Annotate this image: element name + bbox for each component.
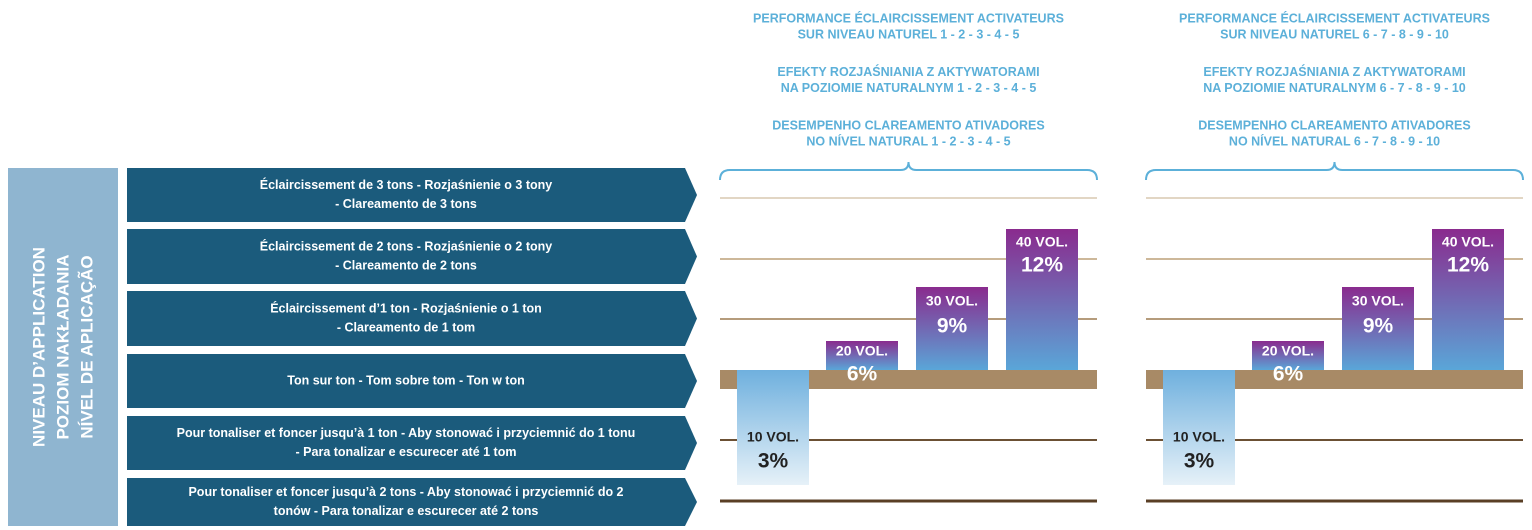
bar-pct: 6% <box>847 363 878 386</box>
side-label: NIVEAU D’APPLICATION <box>29 247 48 447</box>
bar-pct: 3% <box>1184 450 1215 473</box>
panel-header: DESEMPENHO CLAREAMENTO ATIVADORES <box>1198 118 1470 132</box>
bar-pct: 3% <box>758 450 789 473</box>
bar-vol: 40 VOL. <box>1442 234 1494 250</box>
row-text: - Clareamento de 2 tons <box>335 258 477 272</box>
bar <box>1252 341 1324 370</box>
bar <box>1163 370 1235 485</box>
bar-vol: 30 VOL. <box>1352 293 1404 309</box>
panel-header: NO NÍVEL NATURAL 1 - 2 - 3 - 4 - 5 <box>806 133 1010 148</box>
panel-header: NO NÍVEL NATURAL 6 - 7 - 8 - 9 - 10 <box>1229 133 1440 148</box>
bar-vol: 30 VOL. <box>926 293 978 309</box>
bar-pct: 12% <box>1021 254 1063 277</box>
row-text: tonów - Para tonalizar e escurecer até 2… <box>274 504 539 518</box>
row-text: Éclaircissement d’1 ton - Rozjaśnienie o… <box>270 300 542 315</box>
row-text: Ton sur ton - Tom sobre tom - Ton w ton <box>287 373 524 387</box>
side-label: POZIOM NAKŁADANIA <box>53 254 72 439</box>
panel-header: PERFORMANCE ÉCLAIRCISSEMENT ACTIVATEURS <box>1179 10 1490 25</box>
row-text: Éclaircissement de 2 tons - Rozjaśnienie… <box>260 238 552 253</box>
bar <box>1006 229 1078 370</box>
row-box <box>127 168 697 222</box>
brace <box>719 161 1098 181</box>
row-text: Éclaircissement de 3 tons - Rozjaśnienie… <box>260 177 552 192</box>
row-box <box>127 478 697 526</box>
bar <box>916 287 988 370</box>
brace <box>1145 161 1524 181</box>
bar-pct: 9% <box>937 315 968 338</box>
bar-pct: 12% <box>1447 254 1489 277</box>
row-text: Pour tonaliser et foncer jusqu’à 1 ton -… <box>177 426 636 440</box>
bar-vol: 20 VOL. <box>1262 343 1314 359</box>
bar-vol: 10 VOL. <box>747 429 799 445</box>
bar <box>737 370 809 485</box>
panel-header: EFEKTY ROZJAŚNIANIA Z AKTYWATORAMI <box>777 64 1039 79</box>
bar-pct: 9% <box>1363 315 1394 338</box>
row-text: - Clareamento de 3 tons <box>335 197 477 211</box>
bar <box>826 341 898 370</box>
panel-header: PERFORMANCE ÉCLAIRCISSEMENT ACTIVATEURS <box>753 10 1064 25</box>
panel-header: SUR NIVEAU NATUREL 6 - 7 - 8 - 9 - 10 <box>1220 27 1449 41</box>
bar-vol: 20 VOL. <box>836 343 888 359</box>
bar <box>1432 229 1504 370</box>
bar-pct: 6% <box>1273 363 1304 386</box>
panel-header: NA POZIOMIE NATURALNYM 6 - 7 - 8 - 9 - 1… <box>1203 81 1466 95</box>
row-text: - Para tonalizar e escurecer até 1 tom <box>296 445 517 459</box>
row-box <box>127 354 697 408</box>
panel-header: DESEMPENHO CLAREAMENTO ATIVADORES <box>772 118 1044 132</box>
side-label: NÍVEL DE APLICAÇÃO <box>76 255 96 438</box>
bar <box>1342 287 1414 370</box>
panel-header: NA POZIOMIE NATURALNYM 1 - 2 - 3 - 4 - 5 <box>781 81 1037 95</box>
row-text: - Clareamento de 1 tom <box>337 320 475 334</box>
side-band <box>8 168 118 526</box>
bar-vol: 10 VOL. <box>1173 429 1225 445</box>
panel-header: SUR NIVEAU NATUREL 1 - 2 - 3 - 4 - 5 <box>798 27 1020 41</box>
row-text: Pour tonaliser et foncer jusqu’à 2 tons … <box>188 485 623 499</box>
row-box <box>127 416 697 470</box>
row-box <box>127 229 697 284</box>
panel-header: EFEKTY ROZJAŚNIANIA Z AKTYWATORAMI <box>1203 64 1465 79</box>
bar-vol: 40 VOL. <box>1016 234 1068 250</box>
row-box <box>127 291 697 346</box>
